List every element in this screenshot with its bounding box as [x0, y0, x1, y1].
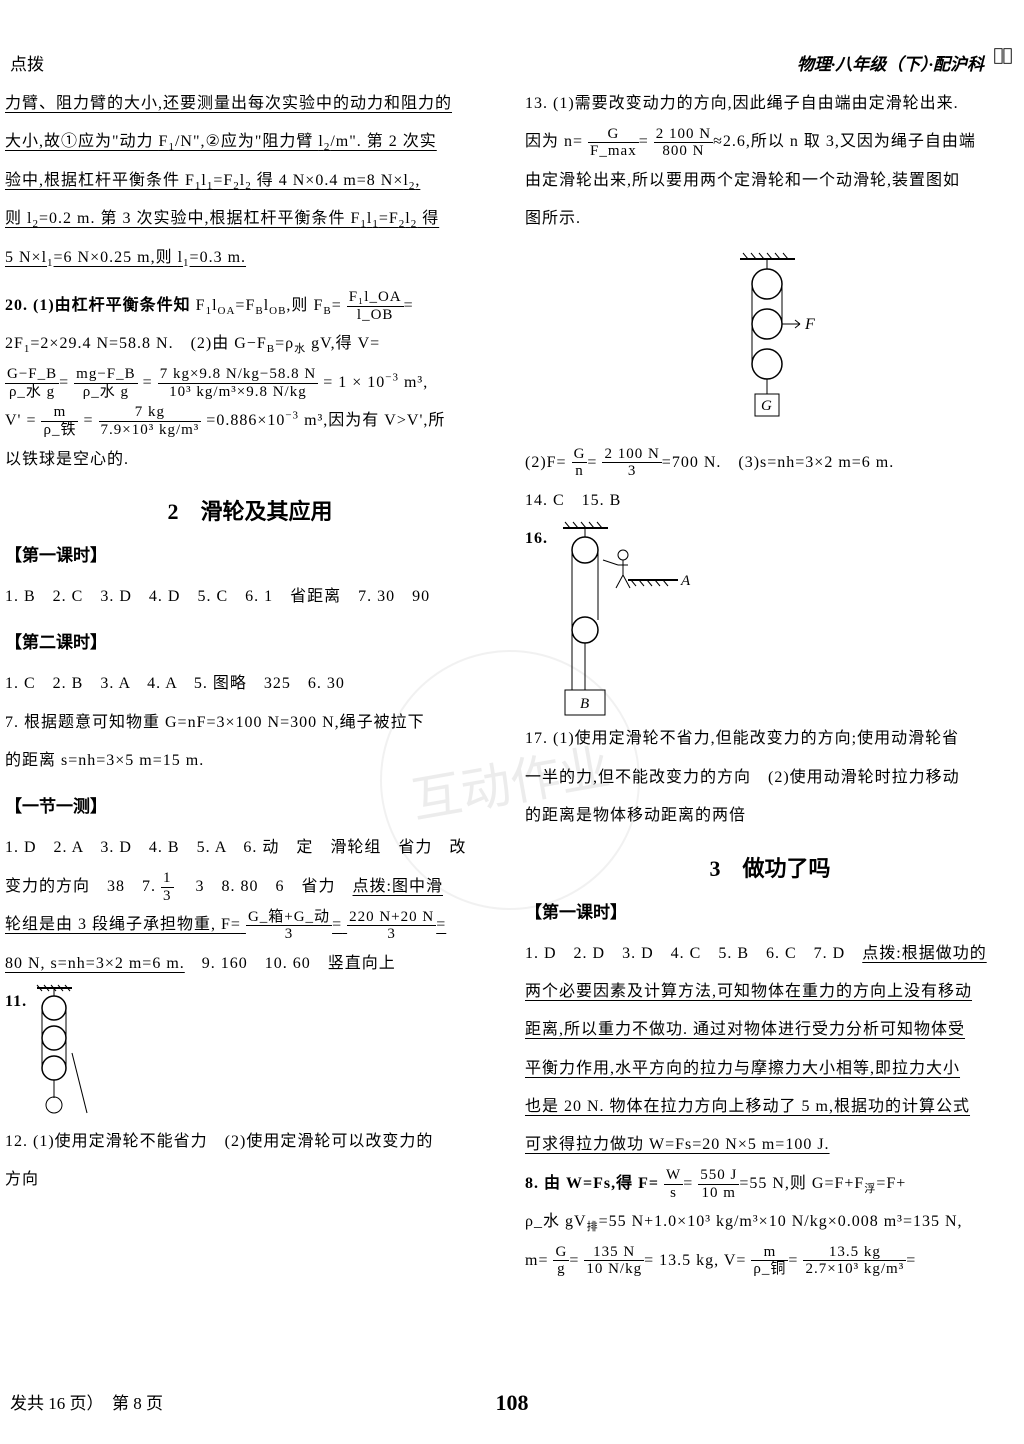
main-content: 力臂、阻力臂的大小,还要测量出每次实验中的动力和阻力的 大小,故①应为"动力 F…: [5, 85, 1019, 1280]
text-line: 变力的方向 38 7. 13 3 8. 80 6 省力 点拨:图中滑: [5, 868, 495, 906]
text-line: 80 N, s=nh=3×2 m=6 m. 9. 160 10. 60 竖直向上: [5, 945, 495, 983]
footer-left: 发共 16 页） 第 8 页: [10, 1389, 163, 1414]
text-line: 两个必要因素及计算方法,可知物体在重力的方向上没有移动: [525, 973, 1015, 1011]
section-2-title: 2 滑轮及其应用: [5, 494, 495, 526]
pulley-diagram-11: [32, 983, 102, 1123]
text-line: 轮组是由 3 段绳子承担物重, F= G_箱+G_动3= 220 N+20 N3…: [5, 906, 495, 944]
left-column: 力臂、阻力臂的大小,还要测量出每次实验中的动力和阻力的 大小,故①应为"动力 F…: [5, 85, 495, 1280]
text-line: m= Gg= 135 N10 N/kg= 13.5 kg, V= mρ_铜= 1…: [525, 1242, 1015, 1280]
text-line: 以铁球是空心的.: [5, 441, 495, 479]
text-line: ρ_水 gV排=55 N+1.0×10³ kg/m³×10 N/kg×0.008…: [525, 1203, 1015, 1241]
lesson-1-title-s3: 【第一课时】: [525, 898, 1015, 923]
q11-label: 11.: [5, 983, 495, 1123]
page-number: 108: [496, 1390, 529, 1416]
right-column: 13. (1)需要改变动力的方向,因此绳子自由端由定滑轮出来. 因为 n= GF…: [525, 85, 1015, 1280]
text-line: 力臂、阻力臂的大小,还要测量出每次实验中的动力和阻力的: [5, 85, 495, 123]
text-line: 也是 20 N. 物体在拉力方向上移动了 5 m,根据功的计算公式: [525, 1088, 1015, 1126]
svg-text:F: F: [804, 316, 815, 333]
text-line: 12. (1)使用定滑轮不能省力 (2)使用定滑轮可以改变力的: [5, 1123, 495, 1161]
pulley-diagram-16: B A: [553, 520, 693, 720]
book-icon: [992, 45, 1014, 67]
answer-line: 1. C 2. B 3. A 4. A 5. 图略 325 6. 30: [5, 665, 495, 703]
answer-line: 14. C 15. B: [525, 482, 1015, 520]
text-line: 的距离 s=nh=3×5 m=15 m.: [5, 742, 495, 780]
text-line: 5 N×l1=6 N×0.25 m,则 l1=0.3 m.: [5, 239, 495, 277]
header-right-label: 物理·八年级（下）·配沪科: [797, 50, 984, 75]
q16-label: 16. B A: [525, 520, 1015, 720]
text-line: 大小,故①应为"动力 F1/N",②应为"阻力臂 l2/m". 第 2 次实: [5, 123, 495, 161]
lesson-1-title: 【第一课时】: [5, 541, 495, 566]
text-line: V' = mρ_铁 = 7 kg7.9×10³ kg/m³ =0.886×10−…: [5, 402, 495, 440]
text-line: 方向: [5, 1161, 495, 1199]
header-left-label: 点拨: [10, 50, 44, 75]
lesson-2-title: 【第二课时】: [5, 628, 495, 653]
text-line: 由定滑轮出来,所以要用两个定滑轮和一个动滑轮,装置图如: [525, 162, 1015, 200]
svg-text:G: G: [761, 398, 772, 414]
text-line: 距离,所以重力不做功. 通过对物体进行受力分析可知物体受: [525, 1011, 1015, 1049]
text-line: 平衡力作用,水平方向的拉力与摩擦力大小相等,即拉力大小: [525, 1050, 1015, 1088]
text-line: 的距离是物体移动距离的两倍: [525, 797, 1015, 835]
text-line: 1. D 2. D 3. D 4. C 5. B 6. C 7. D 点拨:根据…: [525, 935, 1015, 973]
text-line: 因为 n= GF_max= 2 100 N800 N≈2.6,所以 n 取 3,…: [525, 123, 1015, 161]
text-line: G−F_Bρ_水 g= mg−F_Bρ_水 g = 7 kg×9.8 N/kg−…: [5, 364, 495, 402]
text-line: 17. (1)使用定滑轮不省力,但能改变力的方向;使用动滑轮省: [525, 720, 1015, 758]
test-title: 【一节一测】: [5, 792, 495, 817]
answer-line: 1. B 2. C 3. D 4. D 5. C 6. 1 省距离 7. 30 …: [5, 578, 495, 616]
text-line: (2)F= Gn= 2 100 N3=700 N. (3)s=nh=3×2 m=…: [525, 444, 1015, 482]
text-line: 7. 根据题意可知物重 G=nF=3×100 N=300 N,绳子被拉下: [5, 704, 495, 742]
pulley-diagram-13: F G: [525, 249, 1015, 434]
text-line: 验中,根据杠杆平衡条件 F1l1=F2l2 得 4 N×0.4 m=8 N×l2…: [5, 162, 495, 200]
text-line: 2F1=2×29.4 N=58.8 N. (2)由 G−FB=ρ水 gV,得 V…: [5, 325, 495, 363]
text-line: 则 l2=0.2 m. 第 3 次实验中,根据杠杆平衡条件 F1l1=F2l2 …: [5, 200, 495, 238]
text-line: 图所示.: [525, 200, 1015, 238]
text-line: 一半的力,但不能改变力的方向 (2)使用动滑轮时拉力移动: [525, 759, 1015, 797]
svg-text:A: A: [680, 573, 691, 589]
text-line: 8. 由 W=Fs,得 F= Ws= 550 J10 m=55 N,则 G=F+…: [525, 1165, 1015, 1203]
svg-text:B: B: [580, 696, 590, 712]
section-3-title: 3 做功了吗: [525, 851, 1015, 883]
text-line: 20. (1)由杠杆平衡条件知 F1lOA=FBlOB,则 FB= F₁l_OA…: [5, 287, 495, 325]
text-line: 13. (1)需要改变动力的方向,因此绳子自由端由定滑轮出来.: [525, 85, 1015, 123]
answer-line: 1. D 2. A 3. D 4. B 5. A 6. 动 定 滑轮组 省力 改: [5, 829, 495, 867]
text-line: 可求得拉力做功 W=Fs=20 N×5 m=100 J.: [525, 1126, 1015, 1164]
